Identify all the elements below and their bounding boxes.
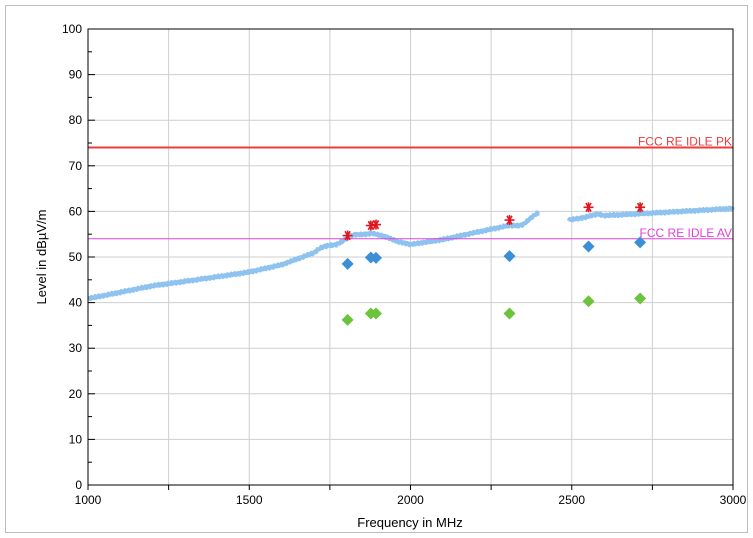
- x-tick-label: 2000: [397, 493, 424, 507]
- y-tick-label: 0: [75, 478, 82, 492]
- x-tick-label: 1000: [75, 493, 102, 507]
- y-tick-label: 40: [69, 296, 83, 310]
- y-tick-label: 20: [69, 387, 83, 401]
- x-tick-label: 2500: [558, 493, 585, 507]
- markers: [341, 202, 647, 326]
- limit-lines: FCC RE IDLE PK FCC RE IDLE AV: [88, 135, 733, 240]
- y-tick-label: 30: [69, 341, 83, 355]
- y-tick-label: 50: [69, 250, 83, 264]
- x-axis-title: Frequency in MHz: [357, 515, 462, 530]
- limit-line-label: FCC RE IDLE AV: [640, 226, 732, 240]
- diamond-marker: [582, 295, 595, 308]
- diamond-marker: [341, 257, 354, 270]
- y-tick-label: 60: [69, 204, 83, 218]
- star-marker: [635, 202, 646, 213]
- diamond-marker: [369, 251, 382, 264]
- y-tick-label: 80: [69, 113, 83, 127]
- star-marker: [504, 215, 515, 226]
- diamond-marker: [341, 313, 354, 326]
- diamond-marker: [503, 250, 516, 263]
- x-tick-label: 1500: [236, 493, 263, 507]
- x-tick-label: 3000: [720, 493, 747, 507]
- y-tick-label: 70: [69, 159, 83, 173]
- y-tick-label: 90: [69, 68, 83, 82]
- y-tick-label: 100: [62, 22, 82, 36]
- y-tick-label: 10: [69, 432, 83, 446]
- y-axis-title: Level in dBµV/m: [34, 210, 49, 305]
- diamond-marker: [634, 236, 647, 249]
- diamond-marker: [503, 307, 516, 320]
- trace-segment: [566, 205, 735, 223]
- diamond-marker: [369, 307, 382, 320]
- y-axis-ticks: 0 10 20 30 40 50 60 70 80 90 100: [62, 22, 95, 492]
- diamond-marker: [582, 240, 595, 253]
- star-marker: [370, 219, 381, 230]
- limit-line-label: FCC RE IDLE PK: [638, 135, 732, 149]
- diamond-marker: [634, 292, 647, 305]
- star-marker: [365, 220, 376, 231]
- measurement-trace: [87, 205, 735, 302]
- star-marker: [583, 202, 594, 213]
- plot-border: [87, 28, 734, 486]
- trace-segment: [87, 210, 541, 302]
- x-axis-ticks: 1000 1500 2000 2500 3000: [75, 485, 747, 507]
- star-marker: [342, 230, 353, 241]
